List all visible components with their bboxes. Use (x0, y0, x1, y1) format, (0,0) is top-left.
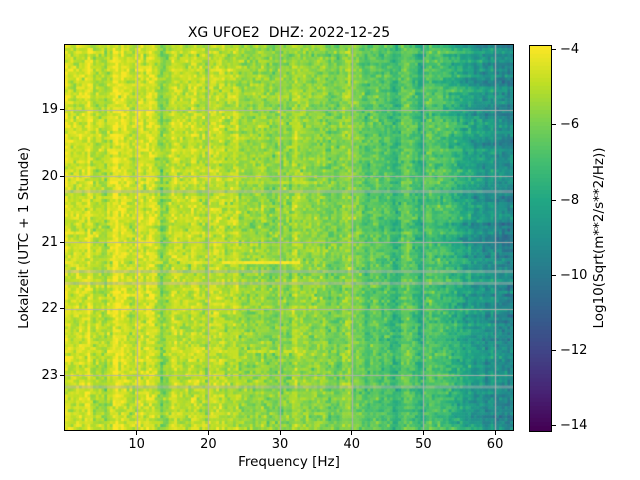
colorbar-tick-label: −10 (560, 267, 588, 283)
y-tick-mark (60, 175, 64, 177)
chart-title: XG UFOE2 DHZ: 2022-12-25 (187, 25, 391, 41)
x-tick-label: 20 (200, 437, 217, 452)
colorbar-tick-label: −6 (560, 117, 580, 133)
x-tick-label: 40 (343, 437, 360, 452)
x-axis-label: Frequency [Hz] (238, 454, 340, 470)
colorbar (529, 45, 552, 432)
plot-area (64, 44, 514, 431)
x-tick-mark (136, 431, 138, 435)
colorbar-tick-label: −12 (560, 342, 588, 358)
colorbar-tick-mark (552, 49, 556, 51)
colorbar-tick-label: −14 (560, 417, 588, 433)
x-tick-mark (422, 431, 424, 435)
x-tick-label: 30 (271, 437, 289, 452)
colorbar-tick-mark (552, 424, 556, 426)
x-tick-label: 60 (486, 437, 504, 452)
y-tick-label: 23 (41, 367, 58, 383)
colorbar-tick-mark (552, 199, 556, 201)
colorbar-tick-label: −8 (560, 192, 580, 208)
x-tick-mark (494, 431, 496, 435)
x-tick-mark (351, 431, 353, 435)
colorbar-tick-mark (552, 274, 556, 276)
colorbar-tick-label: −4 (560, 42, 580, 58)
colorbar-label: Log10(Sqrt(m**2/s**2/Hz)) (591, 147, 607, 329)
y-tick-label: 22 (41, 301, 58, 317)
x-tick-label: 50 (415, 437, 432, 452)
x-tick-mark (279, 431, 281, 435)
y-tick-mark (60, 308, 64, 310)
y-tick-label: 20 (41, 168, 58, 184)
y-tick-mark (60, 109, 64, 111)
y-tick-mark (60, 374, 64, 376)
x-tick-mark (207, 431, 209, 435)
colorbar-canvas (530, 46, 551, 431)
spectrogram-canvas (65, 45, 513, 430)
y-tick-label: 19 (41, 102, 58, 118)
y-tick-label: 21 (41, 234, 58, 250)
y-tick-mark (60, 241, 64, 243)
colorbar-tick-mark (552, 349, 556, 351)
colorbar-tick-mark (552, 124, 556, 126)
x-tick-label: 10 (128, 437, 145, 452)
